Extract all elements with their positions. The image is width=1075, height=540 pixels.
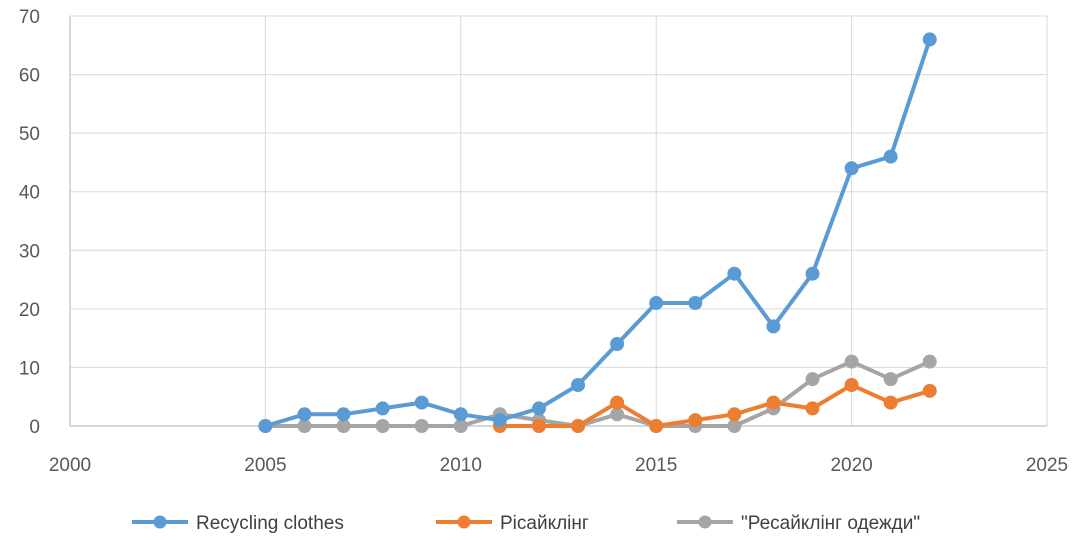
data-point bbox=[414, 395, 429, 410]
y-tick-label: 50 bbox=[19, 124, 40, 145]
data-point bbox=[258, 419, 273, 433]
legend-swatch-marker bbox=[457, 515, 471, 529]
data-point bbox=[883, 372, 898, 387]
data-point bbox=[727, 407, 742, 422]
x-tick-label: 2005 bbox=[244, 455, 286, 476]
grid-lines bbox=[70, 15, 1048, 426]
data-point bbox=[414, 419, 429, 433]
data-point bbox=[883, 149, 898, 164]
data-point bbox=[766, 319, 781, 334]
data-point bbox=[610, 407, 625, 422]
legend-swatch-marker bbox=[698, 515, 712, 529]
x-tick-label: 2015 bbox=[635, 455, 677, 476]
y-tick-label: 40 bbox=[19, 183, 40, 204]
data-point bbox=[375, 401, 390, 416]
x-tick-label: 2010 bbox=[440, 455, 482, 476]
data-point bbox=[375, 419, 390, 433]
data-point bbox=[453, 407, 468, 422]
data-point bbox=[297, 419, 312, 433]
data-point bbox=[688, 296, 703, 310]
legend-swatch-marker bbox=[153, 515, 167, 529]
legend-item-2: "Ресайклінг одежди" bbox=[677, 513, 920, 534]
series-line bbox=[263, 37, 932, 428]
data-point bbox=[571, 419, 586, 433]
legend-label: Рісайклінг bbox=[500, 513, 589, 534]
data-point bbox=[453, 419, 468, 433]
data-point bbox=[492, 413, 507, 428]
data-point bbox=[297, 407, 312, 422]
data-point bbox=[922, 354, 937, 369]
y-tick-label: 10 bbox=[19, 358, 40, 379]
legend-label: Recycling clothes bbox=[196, 513, 344, 534]
legend-label: "Ресайклінг одежди" bbox=[741, 513, 920, 534]
data-point bbox=[922, 383, 937, 398]
data-point bbox=[336, 407, 351, 422]
data-point bbox=[531, 401, 546, 416]
legend-item-0: Recycling clothes bbox=[132, 513, 344, 534]
data-point bbox=[844, 161, 859, 176]
x-tick-label: 2020 bbox=[830, 455, 872, 476]
legend-item-1: Рісайклінг bbox=[436, 513, 589, 534]
data-point bbox=[571, 378, 586, 392]
data-point bbox=[649, 419, 664, 433]
data-point bbox=[883, 395, 898, 410]
data-point bbox=[336, 419, 351, 433]
data-point bbox=[649, 296, 664, 310]
series-layer bbox=[258, 32, 937, 433]
data-point bbox=[727, 266, 742, 281]
x-tick-label: 2025 bbox=[1026, 455, 1068, 476]
data-point bbox=[531, 419, 546, 433]
x-tick-labels: 2000 2005 2010 2015 2020 2025 bbox=[49, 455, 1068, 476]
data-point bbox=[805, 372, 820, 387]
axes bbox=[69, 16, 1047, 427]
y-tick-label: 20 bbox=[19, 300, 40, 321]
data-point bbox=[805, 401, 820, 416]
data-point bbox=[844, 354, 859, 369]
data-point bbox=[805, 266, 820, 281]
series-0 bbox=[258, 32, 937, 433]
y-tick-label: 30 bbox=[19, 241, 40, 262]
x-tick-label: 2000 bbox=[49, 455, 91, 476]
data-point bbox=[922, 32, 937, 47]
data-point bbox=[727, 419, 742, 433]
data-point bbox=[688, 413, 703, 428]
data-point bbox=[766, 395, 781, 410]
y-tick-labels: 0 10 20 30 40 50 60 70 bbox=[19, 7, 40, 438]
y-tick-label: 60 bbox=[19, 66, 40, 87]
data-point bbox=[610, 395, 625, 410]
y-tick-label: 0 bbox=[29, 417, 40, 438]
data-point bbox=[844, 378, 859, 392]
y-tick-label: 70 bbox=[19, 7, 40, 28]
legend: Recycling clothes Рісайклінг "Ресайклінг о… bbox=[132, 513, 920, 534]
data-point bbox=[610, 337, 625, 351]
